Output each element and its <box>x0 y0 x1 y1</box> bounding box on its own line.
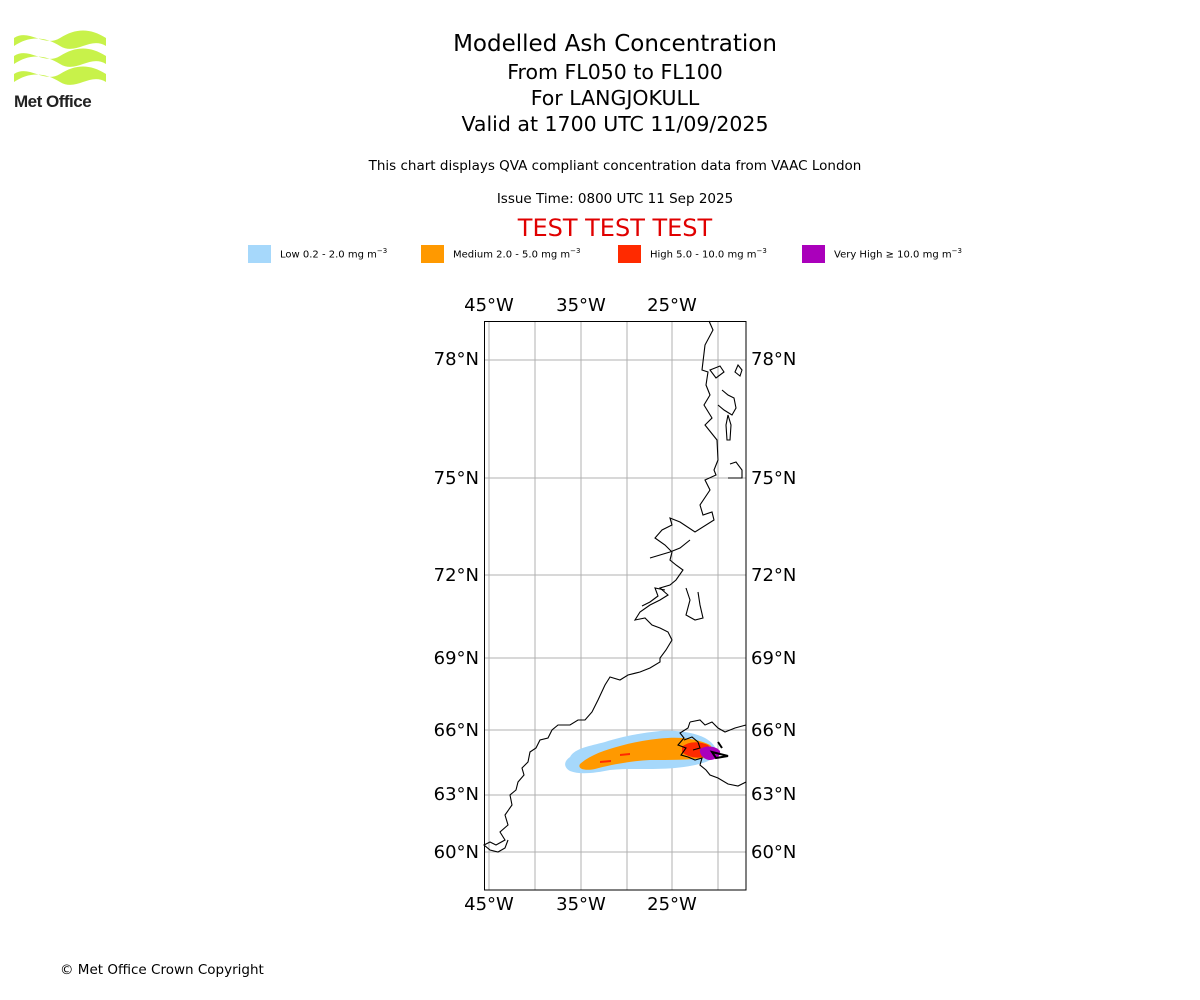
title-line-4: Valid at 1700 UTC 11/09/2025 <box>461 112 769 136</box>
legend-label-high: High 5.0 - 10.0 mg m <box>650 249 757 261</box>
map-frame <box>484 321 747 891</box>
test-banner: TEST TEST TEST <box>517 214 713 242</box>
title-line-3: For LANGJOKULL <box>530 86 700 110</box>
lon-label-top-25w: 25°W <box>647 295 697 316</box>
legend-swatch-medium <box>421 245 444 263</box>
legend-label-low: Low 0.2 - 2.0 mg m <box>280 249 377 261</box>
ash-plume-high-patch-2 <box>600 760 611 763</box>
lon-label-bottom-45w: 45°W <box>464 894 514 915</box>
legend-label-very-high: Very High ≥ 10.0 mg m <box>834 249 952 261</box>
greenland-inlet-5 <box>728 461 743 479</box>
greenland-coastline <box>483 320 719 853</box>
iceland-coastline <box>677 719 747 787</box>
greenland-inlet-3 <box>709 365 725 379</box>
lat-label-left-78n: 78°N <box>434 349 479 370</box>
title-line-1: Modelled Ash Concentration <box>453 31 777 57</box>
lon-label-top-45w: 45°W <box>464 295 514 316</box>
issue-time: Issue Time: 0800 UTC 11 Sep 2025 <box>496 191 734 207</box>
coastlines <box>483 320 747 853</box>
lat-label-right-66n: 66°N <box>751 720 796 741</box>
greenland-fjord-3 <box>641 587 666 607</box>
legend-swatch-high <box>618 245 641 263</box>
lat-label-left-69n: 69°N <box>434 648 479 669</box>
map-gridlines <box>484 321 746 890</box>
greenland-inlet-4 <box>734 363 743 377</box>
lon-label-bottom-35w: 35°W <box>556 894 606 915</box>
lat-label-right-72n: 72°N <box>751 565 796 586</box>
lon-label-bottom-25w: 25°W <box>647 894 697 915</box>
legend-unit-high: −3 <box>756 247 767 255</box>
greenland-fjord-1 <box>649 539 691 559</box>
title-line-2: From FL050 to FL100 <box>507 60 723 84</box>
legend-swatch-low <box>248 245 271 263</box>
legend-unit-very-high: −3 <box>951 247 962 255</box>
logo-waves-icon <box>14 30 106 85</box>
lat-labels-right: 78°N 75°N 72°N 69°N 66°N 63°N 60°N <box>751 349 796 863</box>
greenland-inlet-1 <box>717 389 737 416</box>
lon-labels-bottom: 45°W 35°W 25°W <box>464 894 697 915</box>
lat-labels-left: 78°N 75°N 72°N 69°N 66°N 63°N 60°N <box>434 349 479 863</box>
lat-label-right-78n: 78°N <box>751 349 796 370</box>
lon-labels-top: 45°W 35°W 25°W <box>464 295 697 316</box>
lat-label-right-60n: 60°N <box>751 842 796 863</box>
lat-label-left-72n: 72°N <box>434 565 479 586</box>
iceland-west-fjords <box>683 736 701 751</box>
lat-label-right-69n: 69°N <box>751 648 796 669</box>
lon-label-top-35w: 35°W <box>556 295 606 316</box>
logo-text: Met Office <box>14 92 92 111</box>
legend-label-medium: Medium 2.0 - 5.0 mg m <box>453 249 571 261</box>
legend-unit-low: −3 <box>376 247 388 255</box>
greenland-inlet-2 <box>725 414 732 441</box>
lat-label-left-75n: 75°N <box>434 468 479 489</box>
ash-plume-high-patch-1 <box>620 753 630 756</box>
volcano-marker <box>709 741 729 760</box>
copyright-notice: © Met Office Crown Copyright <box>60 962 264 978</box>
met-office-logo: Met Office <box>14 30 106 112</box>
lat-label-right-75n: 75°N <box>751 468 796 489</box>
legend-unit-medium: −3 <box>570 247 581 255</box>
chart-description: This chart displays QVA compliant concen… <box>368 158 862 174</box>
lat-label-right-63n: 63°N <box>751 784 796 805</box>
greenland-fjord-2 <box>685 587 704 621</box>
chart-title-block: Modelled Ash Concentration From FL050 to… <box>315 30 915 137</box>
lat-label-left-66n: 66°N <box>434 720 479 741</box>
lat-label-left-60n: 60°N <box>434 842 479 863</box>
legend-swatch-very-high <box>802 245 825 263</box>
lat-label-left-63n: 63°N <box>434 784 479 805</box>
